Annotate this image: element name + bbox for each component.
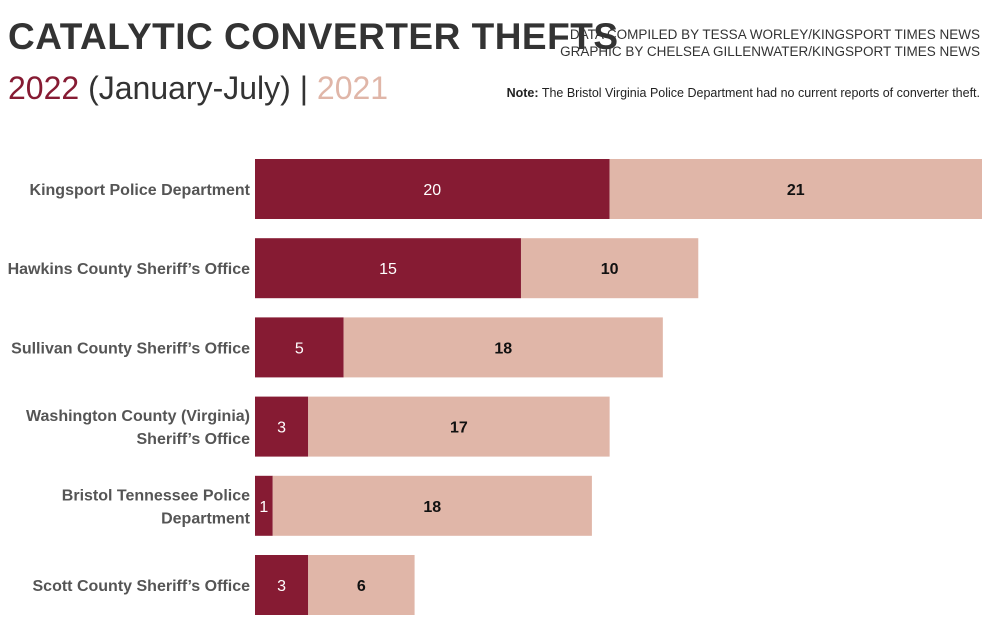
bar-2022 (255, 475, 273, 536)
data-label: 18 (494, 340, 512, 357)
note-text: The Bristol Virginia Police Department h… (541, 86, 980, 100)
credits: DATA COMPILED BY TESSA WORLEY/KINGSPORT … (560, 26, 980, 60)
bar-2021 (272, 475, 592, 536)
bar-2021 (343, 317, 663, 378)
category-label: Scott County Sheriff’s Office (33, 578, 251, 595)
bar-2022 (255, 317, 344, 378)
data-label: 20 (423, 182, 441, 199)
data-label: 21 (787, 182, 805, 199)
credit-graphic: GRAPHIC BY CHELSEA GILLENWATER/KINGSPORT… (560, 44, 980, 59)
category-label: Hawkins County Sheriff’s Office (8, 261, 251, 278)
bar-2021 (609, 159, 982, 219)
data-label: 5 (295, 340, 304, 357)
category-label: Washington County (Virginia) Sheriff’s Of… (26, 408, 250, 448)
bar-2022 (255, 396, 309, 457)
bar-2021 (308, 396, 610, 457)
bar-2021 (308, 555, 415, 615)
data-label: 10 (601, 261, 619, 278)
legend-line: 2022 (January-July) | 2021 (8, 72, 388, 104)
bar-2022 (255, 238, 521, 299)
category-label: Sullivan County Sheriff’s Office (11, 340, 250, 357)
data-label: 15 (379, 261, 397, 278)
note-label: Note: (506, 86, 539, 100)
legend-2022: 2022 (8, 70, 80, 106)
data-label: 18 (423, 499, 441, 516)
note: Note: The Bristol Virginia Police Depart… (507, 86, 980, 100)
chart-title: CATALYTIC CONVERTER THEFTS (8, 16, 619, 57)
bar-2021 (520, 238, 699, 299)
category-label: Bristol Tennessee Police Department (62, 487, 251, 527)
data-label: 3 (277, 420, 286, 437)
legend-separator: | (299, 70, 308, 106)
credit-data: DATA COMPILED BY TESSA WORLEY/KINGSPORT … (569, 27, 980, 42)
data-label: 3 (277, 578, 286, 595)
legend-2021: 2021 (316, 70, 389, 106)
data-label: 17 (450, 420, 468, 437)
bar-2022 (255, 159, 610, 219)
data-label: 1 (259, 499, 268, 516)
bar-2022 (255, 555, 309, 615)
data-label: 6 (357, 578, 366, 595)
category-label: Kingsport Police Department (30, 182, 251, 199)
legend-2022-range: (January-July) (88, 70, 291, 106)
